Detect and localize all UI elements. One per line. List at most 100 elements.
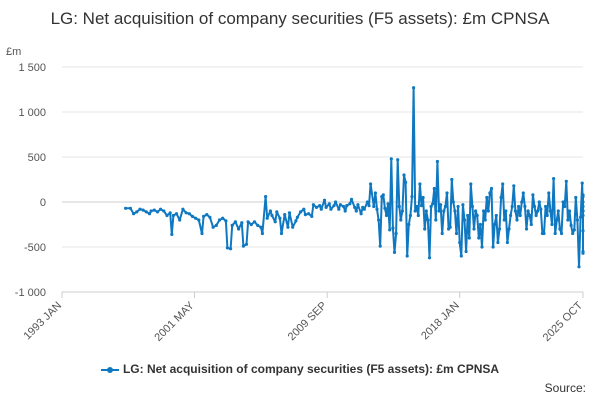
data-point[interactable] [405, 254, 409, 258]
data-point[interactable] [566, 218, 570, 222]
data-point[interactable] [517, 204, 521, 209]
data-point[interactable] [155, 210, 160, 214]
data-point[interactable] [547, 191, 551, 195]
data-point[interactable] [152, 208, 156, 212]
data-point[interactable] [493, 222, 497, 227]
data-point[interactable] [472, 227, 476, 231]
data-point[interactable] [302, 207, 306, 211]
data-point[interactable] [431, 202, 435, 206]
data-point[interactable] [197, 218, 201, 222]
data-point[interactable] [135, 210, 139, 214]
data-point[interactable] [291, 225, 295, 229]
data-point[interactable] [507, 227, 511, 231]
data-point[interactable] [501, 182, 505, 186]
data-point[interactable] [515, 218, 519, 222]
data-point[interactable] [426, 218, 430, 222]
data-point[interactable] [327, 202, 331, 206]
data-point[interactable] [168, 211, 172, 215]
data-point[interactable] [194, 216, 198, 220]
data-point[interactable] [412, 86, 416, 90]
data-point[interactable] [555, 218, 559, 222]
data-point[interactable] [528, 213, 532, 218]
data-point[interactable] [389, 157, 393, 161]
data-point[interactable] [138, 207, 142, 211]
data-point[interactable] [149, 209, 153, 213]
data-point[interactable] [536, 209, 540, 213]
data-point[interactable] [416, 213, 420, 218]
data-point[interactable] [373, 191, 377, 195]
data-point[interactable] [359, 212, 363, 216]
data-point[interactable] [512, 184, 516, 188]
data-point[interactable] [567, 209, 572, 213]
data-point[interactable] [579, 215, 583, 219]
data-point[interactable] [283, 213, 287, 217]
data-point[interactable] [141, 208, 145, 212]
data-point[interactable] [532, 204, 537, 209]
data-point[interactable] [509, 213, 513, 218]
data-point[interactable] [338, 203, 342, 207]
data-point[interactable] [408, 213, 412, 218]
data-point[interactable] [224, 219, 228, 223]
data-point[interactable] [486, 209, 490, 213]
data-point[interactable] [440, 231, 444, 236]
data-point[interactable] [545, 213, 549, 218]
data-point[interactable] [237, 227, 241, 231]
data-point[interactable] [544, 204, 548, 209]
data-point[interactable] [217, 218, 222, 222]
data-point[interactable] [534, 213, 538, 218]
data-point[interactable] [432, 186, 436, 191]
data-point[interactable] [381, 193, 385, 197]
data-point[interactable] [225, 246, 229, 250]
data-point[interactable] [466, 213, 470, 218]
data-point[interactable] [365, 200, 369, 204]
data-point[interactable] [367, 204, 371, 208]
data-point[interactable] [434, 218, 438, 222]
data-point[interactable] [470, 204, 474, 209]
data-point[interactable] [410, 195, 414, 199]
data-point[interactable] [581, 209, 585, 213]
data-point[interactable] [322, 198, 327, 202]
data-point[interactable] [548, 209, 553, 213]
data-point[interactable] [462, 218, 467, 222]
data-point[interactable] [529, 222, 533, 227]
data-point[interactable] [372, 204, 376, 209]
data-point[interactable] [165, 213, 169, 218]
data-point[interactable] [377, 218, 381, 222]
data-point[interactable] [453, 209, 457, 213]
data-point[interactable] [205, 213, 209, 217]
data-point[interactable] [260, 231, 264, 236]
data-point[interactable] [559, 231, 564, 236]
data-point[interactable] [556, 209, 560, 213]
data-point[interactable] [581, 249, 585, 254]
data-point[interactable] [564, 179, 568, 183]
data-point[interactable] [319, 207, 323, 211]
data-point[interactable] [523, 204, 527, 209]
data-point[interactable] [378, 244, 382, 248]
data-point[interactable] [329, 207, 333, 211]
series-line[interactable] [124, 86, 585, 269]
data-point[interactable] [581, 193, 585, 197]
data-point[interactable] [307, 212, 311, 216]
data-point[interactable] [159, 207, 163, 211]
data-point[interactable] [383, 206, 387, 210]
data-point[interactable] [124, 206, 128, 210]
data-point[interactable] [162, 209, 166, 213]
data-point[interactable] [407, 222, 411, 227]
data-point[interactable] [415, 204, 419, 209]
data-point[interactable] [349, 197, 354, 201]
data-point[interactable] [233, 220, 237, 224]
data-point[interactable] [563, 204, 567, 209]
data-point[interactable] [268, 209, 272, 213]
data-point[interactable] [190, 214, 194, 218]
data-point[interactable] [187, 212, 191, 216]
data-point[interactable] [259, 225, 263, 229]
data-point[interactable] [273, 220, 277, 224]
data-point[interactable] [249, 222, 253, 227]
data-point[interactable] [421, 195, 425, 200]
data-point[interactable] [214, 223, 218, 227]
data-point[interactable] [552, 177, 556, 181]
data-point[interactable] [443, 204, 447, 209]
data-point[interactable] [581, 229, 585, 233]
data-point[interactable] [396, 158, 400, 162]
data-point[interactable] [497, 227, 502, 231]
